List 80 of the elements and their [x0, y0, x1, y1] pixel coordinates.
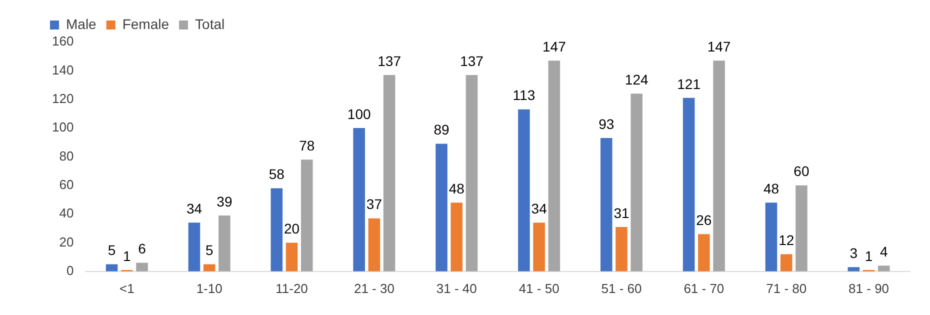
x-tick-label: 71 - 80	[766, 280, 807, 296]
data-label: 3	[850, 244, 858, 261]
bar	[548, 60, 560, 272]
data-label: 5	[108, 242, 116, 258]
x-tick-label: 61 - 70	[684, 280, 724, 296]
data-label: 37	[366, 196, 382, 212]
bar	[106, 264, 118, 272]
y-tick-label: 60	[59, 176, 74, 192]
data-label: 12	[778, 232, 794, 248]
data-label: 147	[542, 38, 566, 54]
x-tick-label: 51 - 60	[601, 280, 642, 296]
data-label: 147	[707, 38, 731, 54]
bar	[270, 188, 283, 272]
bar	[698, 234, 710, 272]
y-tick-label: 20	[59, 234, 74, 250]
bar	[136, 262, 148, 272]
data-label: 1	[123, 248, 132, 264]
bar	[300, 160, 313, 272]
y-tick-label: 120	[52, 90, 74, 106]
bar	[436, 144, 448, 272]
x-tick-label: 11-20	[276, 280, 308, 296]
y-tick-label: 140	[52, 62, 74, 78]
bar	[203, 264, 216, 272]
bar	[713, 60, 725, 272]
bar	[765, 202, 778, 272]
data-label: 60	[794, 163, 810, 180]
bar	[630, 94, 642, 272]
data-label: 78	[299, 137, 315, 154]
x-tick-label: 41 - 50	[518, 280, 560, 296]
data-label: 137	[378, 52, 402, 69]
data-label: 6	[138, 240, 146, 257]
data-label: 48	[448, 180, 465, 196]
bar	[616, 226, 628, 272]
legend-label: Total	[195, 16, 225, 32]
y-tick-label: 160	[52, 34, 74, 49]
bar	[780, 254, 792, 272]
data-label: 48	[763, 180, 780, 196]
data-label: 31	[614, 204, 630, 221]
data-label: 34	[186, 200, 202, 217]
x-tick-label: 81 - 90	[848, 280, 890, 296]
data-label: 34	[531, 200, 548, 217]
data-label: 39	[216, 193, 232, 210]
data-label: 89	[434, 122, 450, 138]
bar	[368, 218, 380, 272]
legend-label: Female	[122, 16, 170, 32]
bar	[188, 222, 200, 272]
y-tick-label: 80	[59, 148, 74, 164]
bar	[848, 267, 860, 272]
bar	[878, 266, 890, 272]
y-tick-label: 0	[66, 262, 74, 278]
bar	[600, 138, 612, 272]
data-label: 124	[624, 71, 648, 88]
y-tick-label: 40	[59, 206, 74, 221]
data-label: 58	[268, 166, 285, 182]
legend-label: Male	[66, 16, 97, 32]
bar	[466, 74, 478, 272]
data-label: 93	[598, 116, 614, 132]
data-label: 121	[677, 76, 701, 92]
bar	[286, 242, 298, 272]
data-label: 26	[696, 212, 712, 228]
x-tick-label: 21 - 30	[354, 280, 394, 296]
bar	[518, 109, 530, 272]
bar	[796, 185, 808, 272]
data-label: 137	[460, 52, 484, 69]
data-label: 20	[284, 220, 300, 237]
data-label: 1	[864, 248, 873, 264]
bar	[533, 222, 545, 272]
bar	[218, 215, 230, 272]
bar	[383, 74, 396, 272]
bar	[450, 202, 463, 272]
bar	[353, 128, 365, 272]
data-label: 100	[347, 106, 371, 122]
x-tick-label: 1-10	[196, 280, 222, 296]
x-tick-label: <1	[119, 280, 134, 296]
y-tick-label: 100	[52, 120, 74, 135]
data-label: 113	[512, 87, 536, 104]
data-label: 5	[205, 242, 214, 258]
bar	[682, 98, 695, 272]
x-tick-label: 31 - 40	[436, 280, 477, 296]
data-label: 4	[880, 244, 888, 260]
